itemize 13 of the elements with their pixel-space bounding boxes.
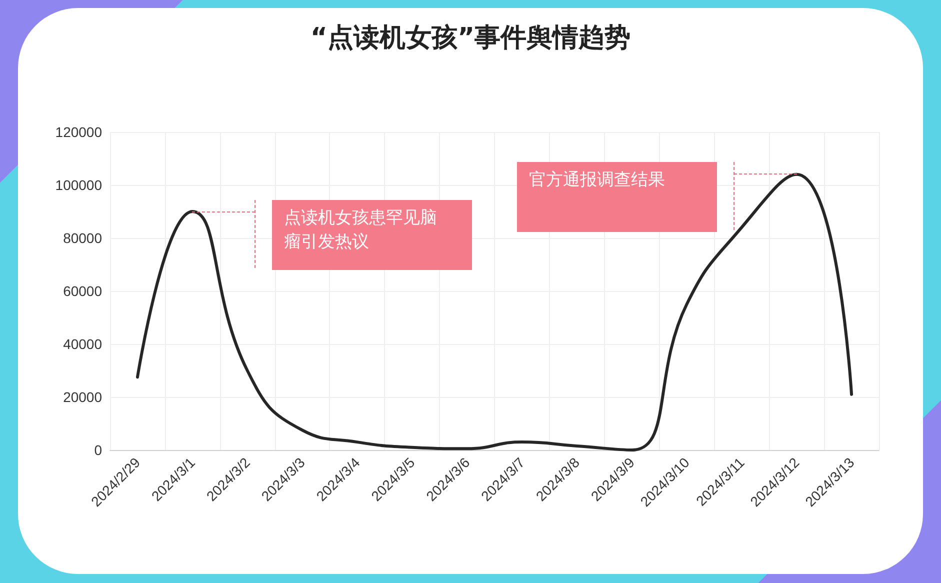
y-tick-label: 100000: [55, 177, 102, 193]
callout: 官方通报调查结果: [517, 162, 797, 232]
y-tick-label: 120000: [55, 124, 102, 140]
callout: 点读机女孩患罕见脑瘤引发热议: [192, 200, 472, 270]
y-tick-label: 60000: [63, 283, 102, 299]
chart-title: “点读机女孩”事件舆情趋势: [310, 23, 631, 53]
y-tick-label: 0: [94, 442, 102, 458]
annotation: 点读机女孩患罕见脑瘤引发热议: [272, 200, 472, 270]
annotation: 官方通报调查结果: [517, 162, 717, 232]
y-tick-label: 40000: [63, 336, 102, 352]
y-tick-label: 80000: [63, 230, 102, 246]
line-series: [136, 172, 854, 452]
y-tick-label: 20000: [63, 389, 102, 405]
